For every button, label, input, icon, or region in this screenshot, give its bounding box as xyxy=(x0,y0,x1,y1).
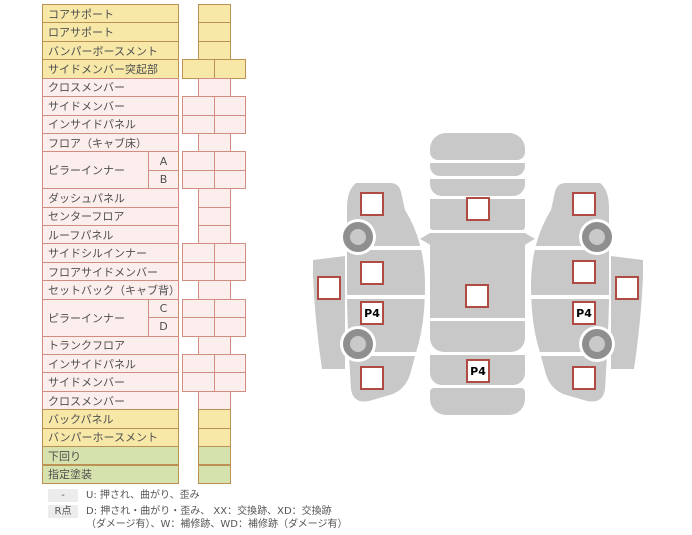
legend-row: - U: 押され、曲がり、歪み xyxy=(48,489,468,502)
damage-marker-right-rear-door[interactable]: P4 xyxy=(572,301,596,325)
legend-line: D: 押され・曲がり・歪み、 XX：交換跡、XD：交換跡 xyxy=(86,506,332,517)
part-label: インサイドパネル xyxy=(42,114,179,134)
wheel-icon xyxy=(343,222,373,252)
part-label: サイドメンバー突起部 xyxy=(42,59,179,79)
part-label: センターフロア xyxy=(42,206,179,227)
damage-marker-right-front-door[interactable] xyxy=(572,260,596,284)
legend-line: U: 押され、曲がり、歪み xyxy=(86,490,200,501)
grade-cell[interactable] xyxy=(198,464,231,484)
wheel-icon xyxy=(343,329,373,359)
damage-marker-right-front-fender[interactable] xyxy=(572,192,596,216)
part-label: バンパーホースメント xyxy=(42,427,179,448)
legend-row: R点 D: 押され・曲がり・歪み、 XX：交換跡、XD：交換跡 （ダメージ有）、W：… xyxy=(48,505,468,531)
damage-marker-left-rear-door[interactable]: P4 xyxy=(360,301,384,325)
legend-text: D: 押され・曲がり・歪み、 XX：交換跡、XD：交換跡 （ダメージ有）、W：補修… xyxy=(86,505,347,531)
car-grille-band xyxy=(430,163,525,176)
part-sublabel: C xyxy=(148,298,179,319)
legend-badge: R点 xyxy=(48,505,78,518)
car-hood-band xyxy=(430,179,525,196)
wheel-icon xyxy=(582,222,612,252)
part-label: バンパーボースメント xyxy=(42,40,179,61)
part-label: サイドメンバー xyxy=(42,96,179,116)
damage-marker-top-roof[interactable] xyxy=(465,284,489,308)
damage-marker-left-sill[interactable] xyxy=(317,276,341,300)
left-mirror-icon xyxy=(420,233,430,245)
car-rear-bumper xyxy=(430,388,525,415)
part-label: バックパネル xyxy=(42,409,179,429)
part-label: サイドシルインナー xyxy=(42,243,179,263)
right-mirror-icon xyxy=(525,233,535,245)
part-label: クロスメンバー xyxy=(42,390,179,411)
damage-marker-top-hood[interactable] xyxy=(466,197,490,221)
part-label: クロスメンバー xyxy=(42,77,179,98)
car-rear-window xyxy=(430,321,525,352)
legend-line: （ダメージ有）、W：補修跡、WD：補修跡（ダメージ有） xyxy=(86,519,348,530)
part-label: ピラーインナー xyxy=(42,151,149,190)
damage-marker-top-trunk[interactable]: P4 xyxy=(466,359,490,383)
parts-grade-table: コアサポート ロアサポート バンパーボースメント サイドメンバー突起部 クロスメンバーサ… xyxy=(42,4,252,486)
part-label: フロアサイドメンバー xyxy=(42,261,179,282)
legend: - U: 押され、曲がり、歪み R点 D: 押され・曲がり・歪み、 XX：交換跡、XD… xyxy=(48,489,468,534)
damage-marker-left-front-door[interactable] xyxy=(360,261,384,285)
legend-badge: - xyxy=(48,489,78,502)
damage-marker-left-front-fender[interactable] xyxy=(360,192,384,216)
part-label: ピラーインナー xyxy=(42,298,149,337)
part-label: 指定塗装 xyxy=(42,464,179,484)
damage-marker-left-rear-fender[interactable] xyxy=(360,366,384,390)
damage-marker-right-rear-fender[interactable] xyxy=(572,366,596,390)
wheel-icon xyxy=(582,329,612,359)
damage-marker-right-sill[interactable] xyxy=(615,276,639,300)
part-sublabel: A xyxy=(148,151,179,171)
car-front-bumper xyxy=(430,133,525,160)
legend-text: U: 押され、曲がり、歪み xyxy=(86,489,200,502)
part-label: フロア（キャブ床） xyxy=(42,132,179,153)
